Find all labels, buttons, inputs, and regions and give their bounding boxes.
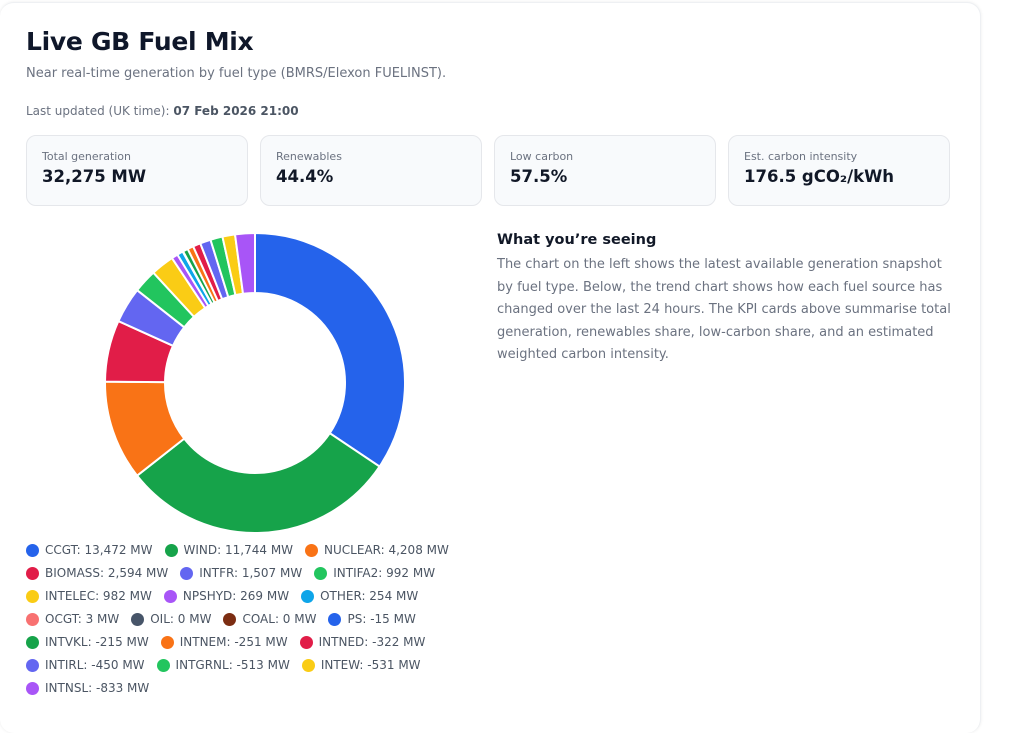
- legend-swatch-icon: [160, 635, 174, 649]
- legend-swatch-icon: [301, 589, 315, 603]
- legend-row: INTNSL: -833 MW: [26, 680, 486, 696]
- legend-row: OCGT: 3 MW OIL: 0 MW COAL: 0 MW PS: -15 MW: [26, 611, 486, 627]
- legend-item-ocgt[interactable]: OCGT: 3 MW: [26, 611, 119, 627]
- donut-slice-intnsl[interactable]: [233, 231, 256, 295]
- legend-swatch-icon: [180, 566, 194, 580]
- legend-item-intvkl[interactable]: INTVKL: -215 MW: [26, 634, 149, 650]
- legend-swatch-icon: [156, 658, 170, 672]
- info-panel: What you’re seeing The chart on the left…: [497, 232, 957, 367]
- legend-swatch-icon: [26, 543, 39, 557]
- legend-label: INTIFA2: 992 MW: [333, 566, 436, 580]
- legend-swatch-icon: [26, 566, 39, 580]
- legend-swatch-icon: [163, 589, 177, 603]
- legend-label: INTELEC: 982 MW: [45, 589, 152, 603]
- kpi-label: Total generation: [42, 150, 132, 163]
- legend-label: OCGT: 3 MW: [45, 612, 120, 626]
- kpi-label: Est. carbon intensity: [744, 150, 858, 163]
- legend-row: BIOMASS: 2,594 MW INTFR: 1,507 MW INTIFA2:…: [26, 565, 486, 581]
- legend-item-wind[interactable]: WIND: 11,744 MW: [164, 542, 294, 558]
- legend-item-oil[interactable]: OIL: 0 MW: [131, 611, 211, 627]
- legend-swatch-icon: [26, 681, 39, 695]
- legend-label: BIOMASS: 2,594 MW: [45, 566, 169, 580]
- kpi-value: 32,275 MW: [42, 167, 147, 186]
- legend-item-intirl[interactable]: INTIRL: -450 MW: [26, 657, 145, 673]
- kpi-total-generation: Total generation 32,275 MW: [26, 135, 248, 206]
- fuel-mix-donut-chart: [100, 228, 410, 538]
- legend-item-intfr[interactable]: INTFR: 1,507 MW: [180, 565, 302, 581]
- legend-label: CCGT: 13,472 MW: [45, 543, 153, 557]
- legend-item-intned[interactable]: INTNED: -322 MW: [299, 634, 426, 650]
- legend-label: OTHER: 254 MW: [320, 589, 419, 603]
- legend-label: INTFR: 1,507 MW: [199, 566, 303, 580]
- legend-swatch-icon: [26, 635, 39, 649]
- kpi-value: 44.4%: [276, 167, 334, 186]
- legend-swatch-icon: [301, 658, 315, 672]
- legend-item-intifa2[interactable]: INTIFA2: 992 MW: [314, 565, 435, 581]
- legend-item-biomass[interactable]: BIOMASS: 2,594 MW: [26, 565, 168, 581]
- last-updated-value: 07 Feb 2026 21:00: [173, 104, 299, 118]
- legend-label: COAL: 0 MW: [242, 612, 317, 626]
- legend-item-ps[interactable]: PS: -15 MW: [328, 611, 416, 627]
- kpi-value: 57.5%: [510, 167, 568, 186]
- legend-label: PS: -15 MW: [347, 612, 416, 626]
- last-updated: Last updated (UK time): 07 Feb 2026 21:0…: [26, 104, 299, 118]
- page-subtitle: Near real-time generation by fuel type (…: [26, 66, 447, 81]
- page-title: Live GB Fuel Mix: [26, 27, 254, 56]
- legend-swatch-icon: [314, 566, 328, 580]
- legend-item-intnsl[interactable]: INTNSL: -833 MW: [26, 680, 149, 696]
- legend-label: WIND: 11,744 MW: [183, 543, 294, 557]
- legend-item-npshyd[interactable]: NPSHYD: 269 MW: [163, 588, 290, 604]
- kpi-renewables: Renewables 44.4%: [260, 135, 482, 206]
- legend-item-coal[interactable]: COAL: 0 MW: [223, 611, 316, 627]
- legend-item-intgrnl[interactable]: INTGRNL: -513 MW: [156, 657, 290, 673]
- legend-swatch-icon: [305, 543, 319, 557]
- legend-swatch-icon: [26, 658, 39, 672]
- legend-swatch-icon: [26, 589, 39, 603]
- legend-item-intew[interactable]: INTEW: -531 MW: [301, 657, 421, 673]
- legend-row: CCGT: 13,472 MW WIND: 11,744 MW NUCLEAR: 4…: [26, 542, 486, 558]
- legend-item-nuclear[interactable]: NUCLEAR: 4,208 MW: [305, 542, 449, 558]
- info-body: The chart on the left shows the latest a…: [497, 257, 951, 363]
- legend-label: INTVKL: -215 MW: [45, 635, 149, 649]
- legend-label: NUCLEAR: 4,208 MW: [324, 543, 449, 557]
- legend-label: NPSHYD: 269 MW: [182, 589, 290, 603]
- legend-swatch-icon: [299, 635, 313, 649]
- dashboard-card: Live GB Fuel Mix Near real-time generati…: [0, 2, 981, 733]
- legend-row: INTELEC: 982 MW NPSHYD: 269 MW OTHER: 254 …: [26, 588, 486, 604]
- donut-slice-ccgt[interactable]: [254, 231, 406, 468]
- legend-label: INTIRL: -450 MW: [45, 658, 145, 672]
- donut-svg: [103, 231, 406, 534]
- legend-swatch-icon: [164, 543, 178, 557]
- legend-item-ccgt[interactable]: CCGT: 13,472 MW: [26, 542, 153, 558]
- kpi-value: 176.5 gCO₂/kWh: [744, 167, 895, 186]
- legend-label: OIL: 0 MW: [150, 612, 212, 626]
- donut-slice-wind[interactable]: [135, 431, 381, 534]
- info-heading: What you’re seeing: [497, 232, 657, 248]
- kpi-label: Renewables: [276, 150, 342, 163]
- legend-label: INTGRNL: -513 MW: [175, 658, 290, 672]
- legend-item-intnem[interactable]: INTNEM: -251 MW: [160, 634, 288, 650]
- legend-row: INTIRL: -450 MW INTGRNL: -513 MW INTEW: -5…: [26, 657, 486, 673]
- legend-swatch-icon: [131, 612, 145, 626]
- kpi-carbon-intensity: Est. carbon intensity 176.5 gCO₂/kWh: [728, 135, 950, 206]
- legend-row: INTVKL: -215 MW INTNEM: -251 MW INTNED: -3…: [26, 634, 486, 650]
- chart-legend: CCGT: 13,472 MW WIND: 11,744 MW NUCLEAR: 4…: [26, 542, 486, 696]
- legend-item-intelec[interactable]: INTELEC: 982 MW: [26, 588, 152, 604]
- legend-item-other[interactable]: OTHER: 254 MW: [301, 588, 418, 604]
- legend-swatch-icon: [26, 612, 39, 626]
- last-updated-label: Last updated (UK time):: [26, 104, 170, 118]
- legend-swatch-icon: [223, 612, 237, 626]
- legend-label: INTNED: -322 MW: [318, 635, 426, 649]
- legend-label: INTNEM: -251 MW: [179, 635, 288, 649]
- legend-swatch-icon: [328, 612, 342, 626]
- legend-label: INTEW: -531 MW: [320, 658, 421, 672]
- legend-label: INTNSL: -833 MW: [45, 681, 150, 695]
- kpi-low-carbon: Low carbon 57.5%: [494, 135, 716, 206]
- kpi-cards: Total generation 32,275 MW Renewables 44…: [26, 135, 950, 206]
- kpi-label: Low carbon: [510, 150, 574, 163]
